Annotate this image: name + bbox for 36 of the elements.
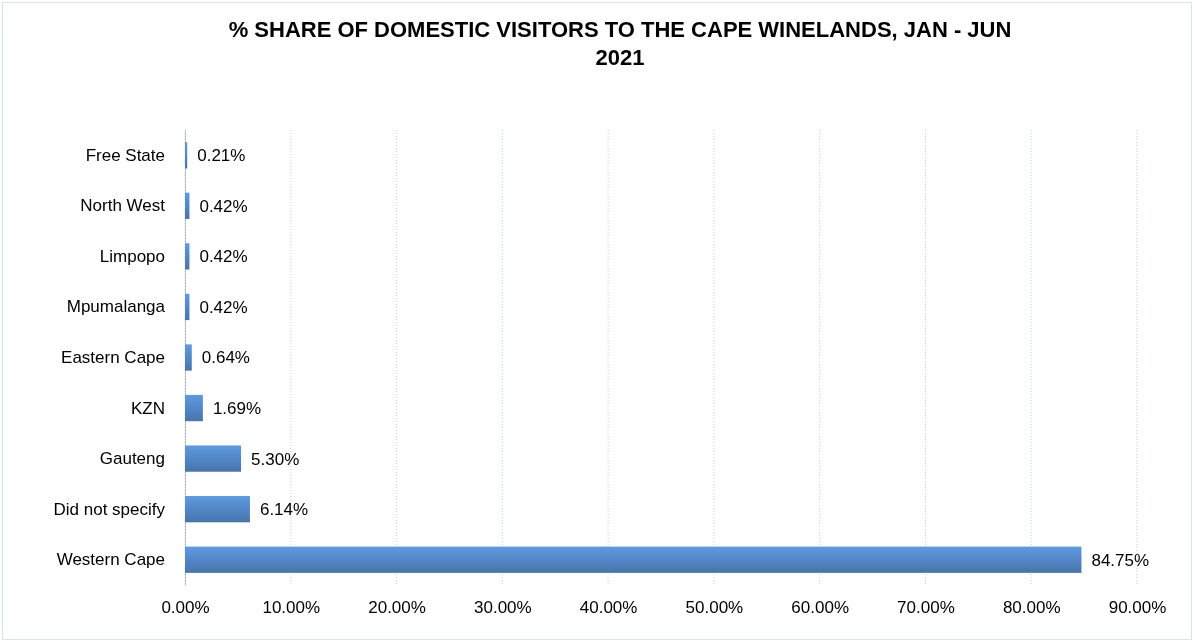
data-label: 0.21% (197, 146, 246, 166)
data-label: 0.64% (201, 348, 250, 368)
y-tick-label: Mpumalanga (66, 297, 166, 317)
x-tick-label: 30.00% (474, 598, 532, 618)
bar (185, 496, 250, 523)
data-label: 1.69% (212, 399, 262, 419)
y-tick-label: Gauteng (99, 449, 165, 469)
x-tick-label: 60.00% (791, 598, 849, 618)
x-tick-label: 20.00% (368, 598, 426, 618)
y-tick-label: Did not specify (53, 499, 166, 519)
data-label: 0.42% (199, 196, 248, 216)
y-tick-label: North West (80, 196, 166, 216)
data-label: 0.42% (199, 247, 248, 267)
x-tick-label: 10.00% (262, 598, 321, 618)
x-tick-label: 70.00% (897, 598, 955, 618)
bar (185, 243, 190, 270)
y-tick-label: Eastern Cape (61, 347, 165, 367)
bar (185, 394, 203, 422)
data-label: 6.14% (259, 500, 309, 520)
data-label: 0.42% (199, 297, 248, 317)
bar (185, 445, 242, 472)
x-tick-label: 80.00% (1002, 598, 1061, 618)
bar (185, 344, 192, 371)
chart-title: % SHARE OF DOMESTIC VISITORS TO THE CAPE WINELANDS, JAN - JUN 2021 (227, 16, 1013, 72)
y-tick-label: Western Cape (56, 550, 165, 570)
y-tick-label: Limpopo (99, 246, 165, 266)
x-tick-label: 0.00% (161, 598, 210, 618)
data-label: 84.75% (1091, 550, 1150, 570)
bar (185, 546, 1082, 573)
y-tick-label: Free State (85, 145, 165, 165)
bar (185, 142, 188, 169)
x-tick-label: 50.00% (685, 598, 744, 618)
y-tick-label: KZN (131, 398, 165, 418)
data-label: 5.30% (251, 449, 300, 469)
x-tick-label: 40.00% (579, 598, 638, 618)
x-tick-label: 90.00% (1108, 598, 1167, 618)
